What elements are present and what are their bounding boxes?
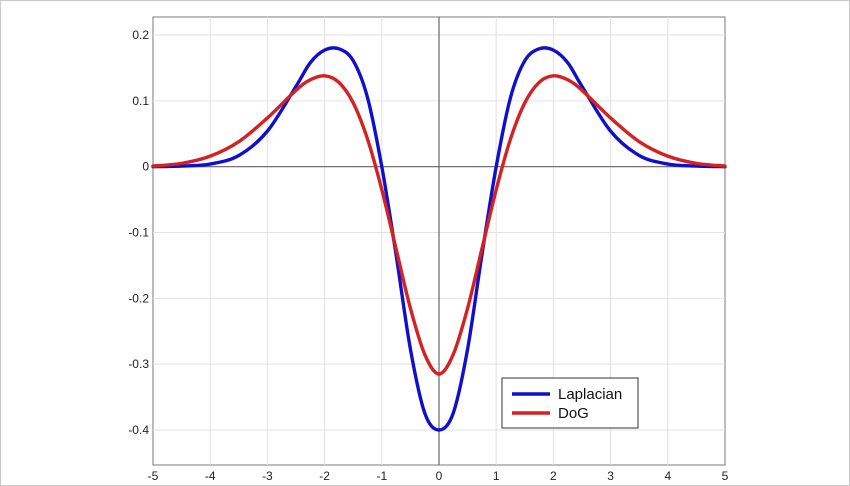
x-tick-label: -3	[262, 469, 273, 483]
x-tick-label: -4	[205, 469, 216, 483]
y-tick-label: -0.3	[128, 357, 149, 371]
legend-label-dog: DoG	[558, 405, 589, 422]
legend: Laplacian DoG	[501, 377, 639, 429]
y-tick-label: 0.2	[132, 28, 149, 42]
series-line-dog	[151, 74, 727, 376]
y-tick-label: -0.2	[128, 291, 149, 305]
x-tick-label: 3	[607, 469, 614, 483]
y-tick-label: 0	[142, 160, 149, 174]
y-tick-label: -0.4	[128, 423, 149, 437]
zero-axes	[153, 17, 725, 465]
legend-box	[501, 377, 639, 429]
x-tick-labels: -5 -4 -3 -2 -1 0 1 2 3 4 5	[148, 469, 729, 483]
y-tick-label: 0.1	[132, 94, 149, 108]
x-tick-label: -2	[319, 469, 330, 483]
x-tick-label: -1	[376, 469, 387, 483]
x-tick-label: 2	[550, 469, 557, 483]
series-lines	[151, 46, 727, 432]
y-tick-labels: 0.2 0.1 0 -0.1 -0.2 -0.3 -0.4	[128, 28, 149, 437]
x-tick-label: 4	[664, 469, 671, 483]
x-tick-label: -5	[148, 469, 159, 483]
legend-label-laplacian: Laplacian	[558, 386, 622, 403]
x-tick-label: 0	[436, 469, 443, 483]
x-tick-label: 1	[493, 469, 500, 483]
x-tick-label: 5	[722, 469, 729, 483]
y-tick-label: -0.1	[128, 226, 149, 240]
series-line-laplacian	[151, 46, 727, 432]
